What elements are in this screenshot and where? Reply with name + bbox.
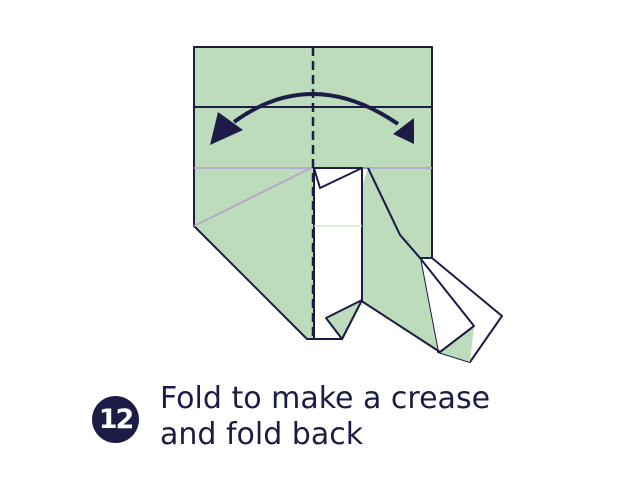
flap-crease-line (439, 325, 475, 353)
step-instruction: Fold to make a crease and fold back (160, 381, 490, 453)
double-headed-curved-arrow-icon (210, 92, 414, 145)
paper-small-green-triangle (325, 299, 363, 340)
step-number: 12 (98, 404, 135, 435)
instruction-line-2: and fold back (160, 417, 364, 452)
step-number-badge: 12 (92, 396, 139, 443)
paper-green-flap-outline (359, 167, 475, 353)
paper-top-fold-tip (313, 167, 363, 189)
instruction-line-1: Fold to make a crease (160, 381, 491, 416)
